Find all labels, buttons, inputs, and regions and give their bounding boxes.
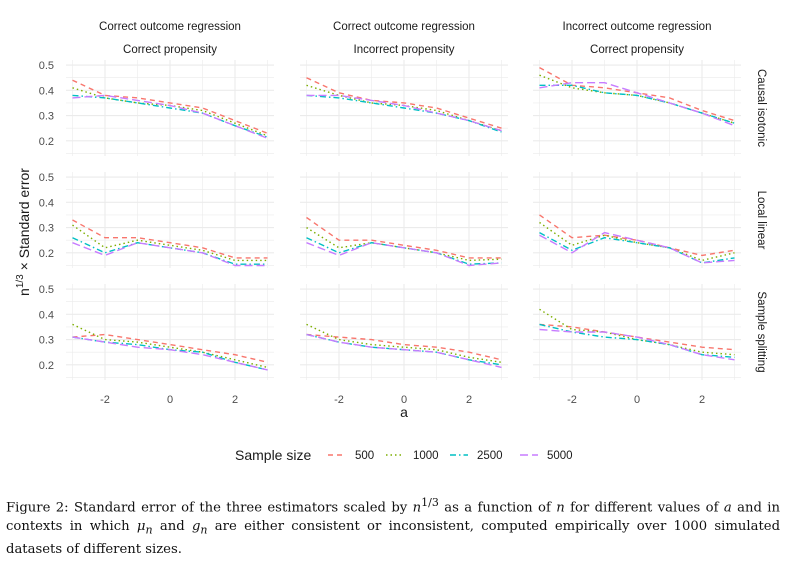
- x-tick-label: 2: [699, 394, 705, 406]
- y-tick-label: 0.4: [39, 309, 54, 321]
- caption-subscript: n: [200, 524, 208, 538]
- series-line-1000: [306, 323, 502, 363]
- facet-row-title: Causal isotonic: [755, 69, 767, 147]
- facet-row-title: Local linear: [755, 191, 767, 250]
- y-tick-label: 0.4: [39, 85, 54, 97]
- caption-text: as a function of: [438, 500, 557, 516]
- series-line-2500: [539, 231, 735, 264]
- caption-text: Standard error of the three estimators s…: [74, 500, 413, 516]
- x-tick-label: 2: [466, 394, 472, 406]
- series-line-2500: [306, 94, 502, 133]
- y-tick-label: 0.2: [39, 360, 54, 372]
- caption-math-g: g: [191, 519, 201, 535]
- facet-column-subtitle: Incorrect propensity: [354, 44, 455, 56]
- series-line-5000: [539, 328, 735, 361]
- legend-title: Sample size: [235, 447, 311, 463]
- series-line-500: [306, 333, 502, 361]
- y-tick-label: 0.5: [39, 60, 54, 72]
- caption-text: for different values of: [564, 500, 724, 516]
- series-line-5000: [306, 94, 502, 132]
- series-line-2500: [539, 84, 735, 124]
- caption-math-a: a: [723, 500, 732, 516]
- series-line-5000: [539, 81, 735, 127]
- series-line-500: [539, 214, 735, 257]
- series-line-5000: [72, 241, 268, 267]
- y-tick-label: 0.5: [39, 284, 54, 296]
- series-line-500: [72, 79, 268, 134]
- x-axis-label: a: [400, 404, 408, 420]
- caption-text: and in contexts in which: [6, 500, 780, 535]
- series-line-2500: [72, 94, 268, 138]
- caption-label: Figure 2:: [6, 500, 69, 516]
- series-line-1000: [72, 323, 268, 369]
- facet-row-title: Sample splitting: [755, 291, 767, 372]
- caption-text: are either consistent or inconsistent, c…: [6, 519, 781, 558]
- series-line-500: [72, 333, 268, 363]
- legend-label-500: 500: [355, 450, 374, 462]
- series-line-500: [306, 216, 502, 259]
- x-tick-label: 0: [401, 394, 407, 406]
- x-tick-label: -2: [334, 394, 344, 406]
- y-tick-label: 0.2: [39, 248, 54, 260]
- caption-math-n: n: [556, 500, 565, 516]
- series-line-5000: [72, 336, 268, 371]
- series-line-500: [72, 219, 268, 259]
- y-tick-label: 0.5: [39, 172, 54, 184]
- y-tick-label: 0.4: [39, 197, 54, 209]
- series-line-5000: [539, 231, 735, 264]
- caption-subscript: n: [145, 524, 153, 538]
- series-line-5000: [306, 333, 502, 369]
- faceted-line-chart: Correct outcome regression Correct propen…: [15, 21, 767, 463]
- x-tick-label: -2: [100, 394, 110, 406]
- series-line-500: [306, 77, 502, 129]
- caption-superscript: 1/3: [421, 496, 439, 509]
- figure-caption: Figure 2: Standard error of the three es…: [6, 493, 780, 559]
- facet-column-title: Correct outcome regression: [99, 21, 241, 33]
- series-line-5000: [72, 94, 268, 139]
- y-tick-label: 0.3: [39, 111, 54, 123]
- x-tick-label: 0: [167, 394, 173, 406]
- facet-column-subtitle: Correct propensity: [123, 44, 217, 56]
- x-tick-label: -2: [567, 394, 577, 406]
- series-line-2500: [539, 323, 735, 358]
- facet-column-title: Incorrect outcome regression: [563, 21, 712, 33]
- y-tick-label: 0.2: [39, 136, 54, 148]
- caption-text: and: [152, 519, 192, 535]
- facet-column-title: Correct outcome regression: [333, 21, 475, 33]
- y-axis-label: n1/3 × Standard error: [15, 168, 32, 296]
- caption-math-n: n: [412, 500, 422, 516]
- caption-math-mu: μ: [136, 519, 146, 535]
- legend-label-2500: 2500: [477, 450, 503, 462]
- y-tick-label: 0.3: [39, 335, 54, 347]
- y-tick-label: 0.3: [39, 223, 54, 235]
- legend-label-5000: 5000: [547, 450, 573, 462]
- series-line-500: [539, 323, 735, 351]
- x-tick-label: 2: [232, 394, 238, 406]
- facet-column-subtitle: Correct propensity: [590, 44, 684, 56]
- x-tick-label: 0: [634, 394, 640, 406]
- legend-label-1000: 1000: [413, 450, 439, 462]
- series-line-5000: [306, 241, 502, 267]
